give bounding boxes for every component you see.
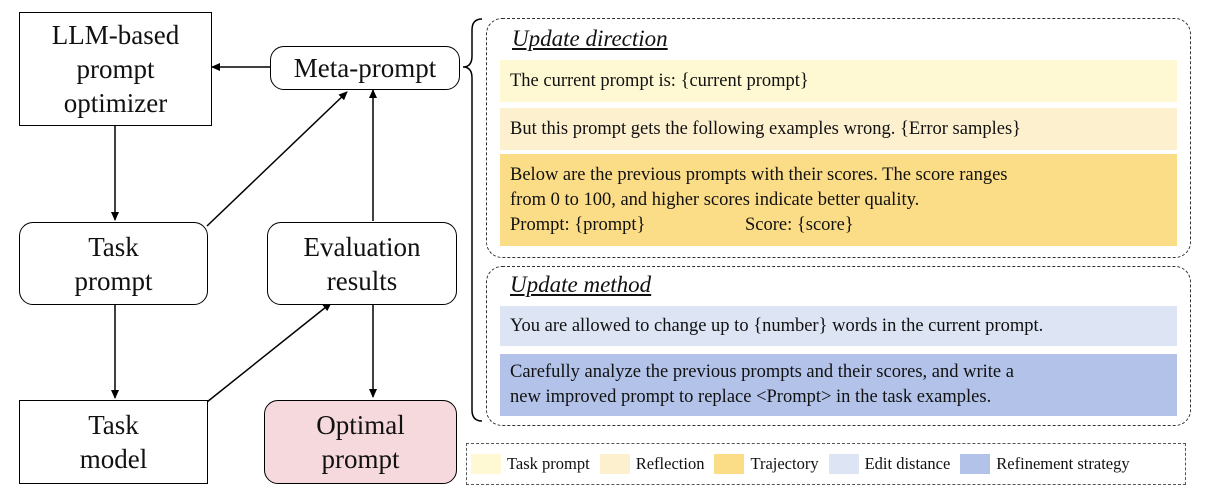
update-direction-group [486, 18, 1191, 258]
llm-optimizer-label: LLM-based prompt optimizer [51, 20, 180, 118]
legend-item-trajectory: Trajectory [714, 454, 819, 474]
legend-label-trajectory: Trajectory [750, 454, 819, 473]
edit-distance-band: You are allowed to change up to {number}… [500, 306, 1177, 346]
trajectory-prompt-placeholder: Prompt: {prompt} [510, 214, 646, 235]
trajectory-text-line3: Prompt: {prompt} Score: {score} [510, 213, 1167, 238]
legend-label-reflection: Reflection [635, 454, 705, 473]
task-model-box: Task model [19, 400, 208, 484]
legend-item-task-prompt: Task prompt [471, 454, 590, 474]
meta-prompt-label: Meta-prompt [293, 53, 437, 83]
trajectory-score-placeholder: Score: {score} [745, 214, 854, 235]
optimal-prompt-box: Optimal prompt [264, 400, 457, 484]
refinement-band: Carefully analyze the previous prompts a… [500, 354, 1177, 416]
update-method-group [486, 266, 1191, 426]
error-samples-text: But this prompt gets the following examp… [510, 118, 1022, 139]
legend-swatch-reflection [599, 454, 630, 474]
error-samples-band: But this prompt gets the following examp… [500, 108, 1177, 150]
update-method-title: Update method [510, 272, 652, 297]
arrow-task-model-to-evaluation [206, 302, 332, 403]
refinement-text-line2: new improved prompt to replace <Prompt> … [510, 387, 992, 407]
meta-prompt-box: Meta-prompt [270, 46, 460, 90]
legend-swatch-edit-distance [828, 454, 859, 474]
legend-swatch-refinement-strategy [960, 454, 991, 474]
current-prompt-text: The current prompt is: {current prompt} [510, 70, 809, 91]
right-brace [462, 18, 483, 422]
current-prompt-band: The current prompt is: {current prompt} [500, 60, 1177, 102]
task-prompt-label: Task prompt [74, 231, 153, 296]
optimal-prompt-label: Optimal prompt [316, 410, 405, 474]
legend-label-refinement-strategy: Refinement strategy [996, 454, 1130, 473]
task-prompt-box: Task prompt [19, 222, 208, 305]
legend-swatch-trajectory [714, 454, 745, 474]
legend-item-edit-distance: Edit distance [828, 454, 951, 474]
task-model-label: Task model [79, 410, 148, 474]
update-direction-title: Update direction [512, 26, 668, 51]
legend-item-refinement-strategy: Refinement strategy [960, 454, 1130, 474]
legend-label-task-prompt: Task prompt [507, 454, 590, 473]
legend-label-edit-distance: Edit distance [864, 454, 951, 473]
legend-item-reflection: Reflection [599, 454, 705, 474]
arrow-task-prompt-to-meta [206, 91, 348, 227]
trajectory-text-line1: Below are the previous prompts with thei… [510, 164, 1008, 185]
edit-distance-text: You are allowed to change up to {number}… [510, 315, 1044, 336]
evaluation-results-box: Evaluation results [267, 222, 457, 305]
llm-optimizer-box: LLM-based prompt optimizer [19, 12, 212, 126]
refinement-text-line1: Carefully analyze the previous prompts a… [510, 362, 1014, 382]
legend-swatch-task-prompt [471, 454, 501, 474]
trajectory-band: Below are the previous prompts with thei… [500, 154, 1177, 246]
evaluation-results-label: Evaluation results [303, 231, 421, 296]
legend: Task prompt Reflection Trajectory Edit d… [466, 443, 1186, 485]
trajectory-text-line2: from 0 to 100, and higher scores indicat… [510, 189, 920, 210]
